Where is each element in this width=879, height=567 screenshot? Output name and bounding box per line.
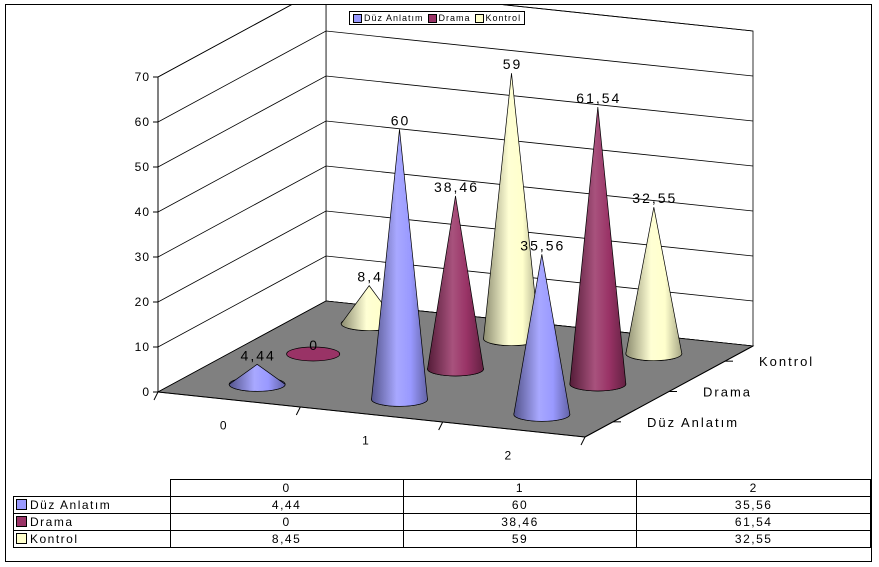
- data-table-header-row: 0 1 2: [13, 479, 871, 497]
- cone-d-z-anlat-m-0: [228, 363, 286, 392]
- data-table-cell: 35,56: [636, 496, 871, 514]
- y-tick-label: 20: [135, 295, 150, 309]
- gridline: [157, 75, 754, 168]
- data-table: 0 1 2 Düz Anlatım 4,44 60 35,56 Drama 0 …: [13, 479, 871, 548]
- legend-item-kontrol: Kontrol: [474, 13, 522, 23]
- legend-label-drama: Drama: [438, 13, 471, 23]
- row-swatch-kontrol: [16, 533, 27, 544]
- data-label: 32,55: [632, 190, 677, 206]
- data-table-cell: 32,55: [636, 530, 871, 548]
- data-table-col-header: 2: [636, 479, 871, 497]
- data-table-corner: [13, 479, 171, 497]
- row-swatch-duz-anlatim: [16, 499, 27, 510]
- y-tick-label: 50: [135, 160, 150, 174]
- data-table-cell: 61,54: [636, 513, 871, 531]
- y-tick-label: 60: [135, 115, 150, 129]
- chart-frame: 0 10 20 30 40 50 60 70 0 1 2 Düz Anlatım Drama Kontro…: [5, 4, 872, 562]
- series-axis-label: Kontrol: [759, 354, 814, 369]
- data-table-row-header: Kontrol: [13, 530, 171, 548]
- data-label: 0: [309, 337, 319, 353]
- data-label: 61,54: [576, 90, 621, 106]
- legend-swatch-duz-anlatim: [353, 13, 362, 23]
- x-tick-label: 0: [220, 419, 227, 433]
- data-table-col-header: 1: [402, 479, 638, 497]
- legend-item-drama: Drama: [427, 13, 471, 23]
- legend-item-duz-anlatim: Düz Anlatım: [353, 13, 424, 23]
- row-label-kontrol: Kontrol: [30, 532, 79, 546]
- x-tick-mark: [153, 391, 159, 401]
- legend-swatch-drama: [427, 13, 437, 23]
- x-axis-line: [157, 391, 586, 438]
- x-tick-mark: [580, 436, 586, 446]
- data-label: 38,46: [434, 179, 479, 195]
- data-table-row-duz-anlatim: Düz Anlatım 4,44 60 35,56: [13, 496, 871, 514]
- x-tick-mark: [295, 406, 301, 416]
- data-table-row-header: Düz Anlatım: [13, 496, 171, 514]
- cone-drama-0: [286, 346, 341, 362]
- row-label-drama: Drama: [30, 515, 74, 529]
- chart-legend: Düz Anlatım Drama Kontrol: [349, 11, 526, 25]
- data-table-cell: 38,46: [402, 513, 638, 531]
- data-table-row-drama: Drama 0 38,46 61,54: [13, 513, 871, 531]
- y-tick-label: 30: [135, 250, 150, 264]
- cone-drama-1: [427, 195, 484, 377]
- cone-kontrol-2: [625, 207, 683, 362]
- cone-d-z-anlat-m-2: [513, 254, 571, 422]
- gridline: [157, 30, 754, 123]
- y-tick-label: 40: [135, 205, 150, 219]
- legend-label-duz-anlatim: Düz Anlatım: [364, 13, 424, 23]
- data-table-cell: 60: [402, 496, 638, 514]
- gridline: [157, 5, 754, 78]
- row-swatch-drama: [16, 516, 27, 527]
- x-tick-label: 2: [504, 449, 511, 463]
- data-label: 8,4: [357, 269, 382, 285]
- legend-swatch-kontrol: [474, 13, 484, 23]
- data-table-cell: 8,45: [169, 530, 404, 548]
- row-label-duz-anlatim: Düz Anlatım: [30, 498, 112, 512]
- y-tick-label: 0: [142, 385, 150, 399]
- series-axis-label: Düz Anlatım: [647, 415, 739, 430]
- x-tick-mark: [438, 421, 444, 431]
- gridline: [157, 120, 754, 213]
- y-tick-label: 70: [135, 70, 150, 84]
- chart-plot-area: 0 10 20 30 40 50 60 70 0 1 2 Düz Anlatım Drama Kontro…: [135, 5, 814, 463]
- data-table-row-kontrol: Kontrol 8,45 59 32,55: [13, 530, 871, 548]
- data-table-cell: 4,44: [169, 496, 404, 514]
- cone-d-z-anlat-m-1: [371, 129, 428, 407]
- data-table-col-header: 0: [169, 479, 404, 497]
- data-label: 35,56: [520, 237, 565, 253]
- x-tick-label: 1: [362, 434, 369, 448]
- legend-label-kontrol: Kontrol: [485, 13, 522, 23]
- data-table-row-header: Drama: [13, 513, 171, 531]
- data-label: 60: [391, 112, 411, 128]
- data-table-cell: 59: [402, 530, 638, 548]
- series-axis-label: Drama: [703, 385, 752, 400]
- y-tick-label: 10: [135, 340, 150, 354]
- gridline: [157, 165, 754, 258]
- cone-drama-2: [569, 107, 627, 392]
- data-label: 59: [503, 56, 523, 72]
- data-label: 4,44: [241, 347, 276, 363]
- data-table-cell: 0: [169, 513, 404, 531]
